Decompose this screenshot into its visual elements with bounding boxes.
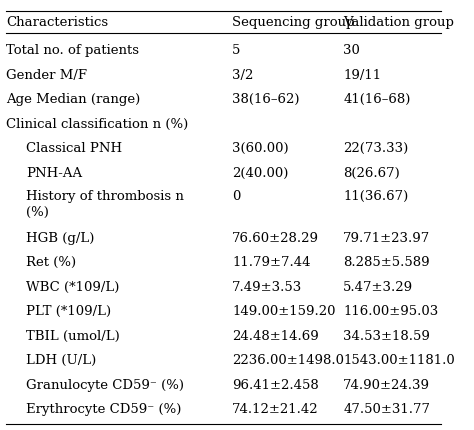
Text: Age Median (range): Age Median (range) bbox=[6, 93, 140, 106]
Text: Clinical classification n (%): Clinical classification n (%) bbox=[6, 117, 188, 131]
Text: Validation group: Validation group bbox=[343, 16, 454, 29]
Text: 38(16–62): 38(16–62) bbox=[232, 93, 300, 106]
Text: 8(26.67): 8(26.67) bbox=[343, 166, 400, 179]
Text: Characteristics: Characteristics bbox=[6, 16, 108, 29]
Text: 5.47±3.29: 5.47±3.29 bbox=[343, 280, 413, 293]
Text: 34.53±18.59: 34.53±18.59 bbox=[343, 329, 430, 342]
Text: Ret (%): Ret (%) bbox=[26, 255, 76, 269]
Text: Total no. of patients: Total no. of patients bbox=[6, 44, 139, 57]
Text: 24.48±14.69: 24.48±14.69 bbox=[232, 329, 319, 342]
Text: 47.50±31.77: 47.50±31.77 bbox=[343, 402, 430, 415]
Text: Classical PNH: Classical PNH bbox=[26, 142, 122, 155]
Text: 11(36.67): 11(36.67) bbox=[343, 190, 409, 203]
Text: PLT (*109/L): PLT (*109/L) bbox=[26, 304, 111, 317]
Text: 3/2: 3/2 bbox=[232, 69, 254, 82]
Text: LDH (U/L): LDH (U/L) bbox=[26, 353, 96, 366]
Text: TBIL (umol/L): TBIL (umol/L) bbox=[26, 329, 119, 342]
Text: (%): (%) bbox=[26, 206, 49, 218]
Text: Sequencing group: Sequencing group bbox=[232, 16, 355, 29]
Text: 1543.00±1181.0: 1543.00±1181.0 bbox=[343, 353, 455, 366]
Text: 41(16–68): 41(16–68) bbox=[343, 93, 410, 106]
Text: 2(40.00): 2(40.00) bbox=[232, 166, 289, 179]
Text: 149.00±159.20: 149.00±159.20 bbox=[232, 304, 336, 317]
Text: 2236.00±1498.0: 2236.00±1498.0 bbox=[232, 353, 344, 366]
Text: PNH-AA: PNH-AA bbox=[26, 166, 82, 179]
Text: 74.90±24.39: 74.90±24.39 bbox=[343, 378, 430, 391]
Text: 0: 0 bbox=[232, 190, 241, 203]
Text: Granulocyte CD59⁻ (%): Granulocyte CD59⁻ (%) bbox=[26, 378, 184, 391]
Text: 79.71±23.97: 79.71±23.97 bbox=[343, 231, 430, 244]
Text: Gender M/F: Gender M/F bbox=[6, 69, 87, 82]
Text: 19/11: 19/11 bbox=[343, 69, 382, 82]
Text: 11.79±7.44: 11.79±7.44 bbox=[232, 255, 311, 269]
Text: 76.60±28.29: 76.60±28.29 bbox=[232, 231, 319, 244]
Text: 3(60.00): 3(60.00) bbox=[232, 142, 289, 155]
Text: WBC (*109/L): WBC (*109/L) bbox=[26, 280, 119, 293]
Text: 74.12±21.42: 74.12±21.42 bbox=[232, 402, 319, 415]
Text: 116.00±95.03: 116.00±95.03 bbox=[343, 304, 438, 317]
Text: 7.49±3.53: 7.49±3.53 bbox=[232, 280, 302, 293]
Text: HGB (g/L): HGB (g/L) bbox=[26, 231, 94, 244]
Text: 8.285±5.589: 8.285±5.589 bbox=[343, 255, 430, 269]
Text: 96.41±2.458: 96.41±2.458 bbox=[232, 378, 319, 391]
Text: 5: 5 bbox=[232, 44, 241, 57]
Text: History of thrombosis n: History of thrombosis n bbox=[26, 190, 184, 203]
Text: 22(73.33): 22(73.33) bbox=[343, 142, 409, 155]
Text: Erythrocyte CD59⁻ (%): Erythrocyte CD59⁻ (%) bbox=[26, 402, 181, 415]
Text: 30: 30 bbox=[343, 44, 360, 57]
